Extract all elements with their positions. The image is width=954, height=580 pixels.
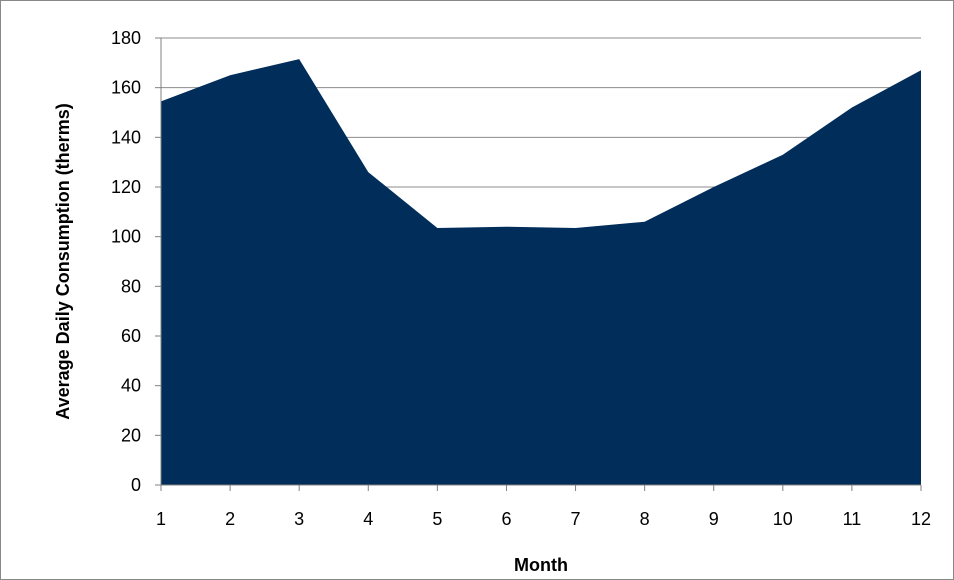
y-tick-label-20: 20 (121, 425, 141, 445)
x-axis-ticks: 1 2 3 4 5 6 7 8 9 10 11 12 (156, 485, 931, 529)
y-tick-label-0: 0 (131, 475, 141, 495)
x-tick-label-10: 10 (773, 509, 793, 529)
x-tick-label-1: 1 (156, 509, 166, 529)
y-tick-label-140: 140 (111, 127, 141, 147)
x-axis-title: Month (514, 555, 568, 575)
area-series (161, 59, 921, 485)
x-tick-label-2: 2 (225, 509, 235, 529)
y-tick-label-160: 160 (111, 78, 141, 98)
y-axis-ticks: 0 20 40 60 80 100 120 140 160 180 (111, 28, 161, 495)
x-tick-label-3: 3 (294, 509, 304, 529)
x-tick-label-8: 8 (640, 509, 650, 529)
x-tick-label-12: 12 (911, 509, 931, 529)
x-tick-label-11: 11 (843, 509, 862, 529)
y-tick-label-180: 180 (111, 28, 141, 48)
x-tick-label-7: 7 (571, 509, 581, 529)
y-tick-label-80: 80 (121, 276, 141, 296)
y-tick-label-40: 40 (121, 376, 141, 396)
x-tick-label-4: 4 (363, 509, 373, 529)
y-tick-label-100: 100 (111, 227, 141, 247)
y-axis-title: Average Daily Consumption (therms) (53, 103, 73, 419)
x-tick-label-6: 6 (501, 509, 511, 529)
area-fill-series-0 (161, 59, 921, 485)
x-tick-label-5: 5 (432, 509, 442, 529)
y-tick-label-120: 120 (111, 177, 141, 197)
y-tick-label-60: 60 (121, 326, 141, 346)
x-tick-label-9: 9 (709, 509, 719, 529)
axes (160, 38, 921, 486)
